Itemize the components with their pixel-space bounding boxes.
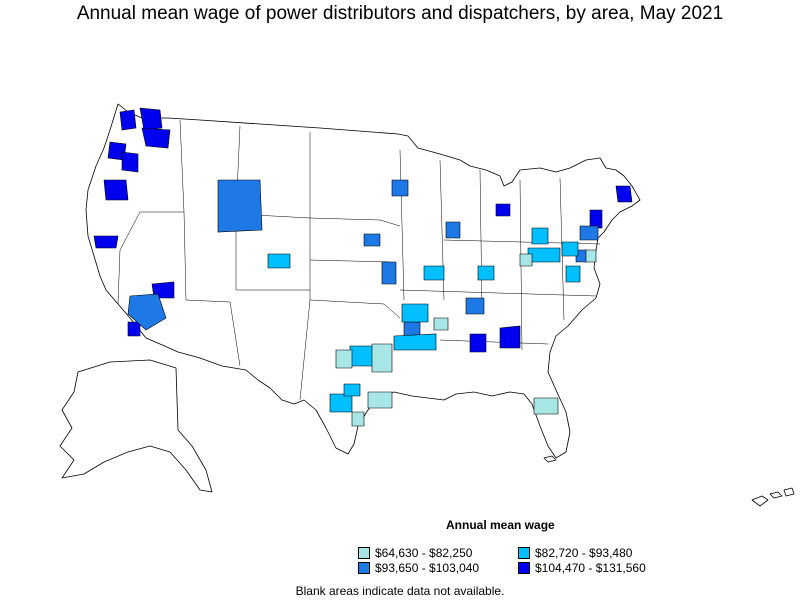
wage-band-3-areas <box>127 179 599 337</box>
legend-item-band-1: $64,630 - $82,250 <box>358 546 472 560</box>
map-title: Annual mean wage of power distributors a… <box>76 3 724 24</box>
wage-band-1-areas <box>335 249 597 427</box>
legend-item-band-4: $104,470 - $131,560 <box>518 561 646 575</box>
wage-band-4-areas <box>93 107 633 353</box>
legend-swatch <box>518 562 530 574</box>
wage-band-2-areas <box>267 227 581 413</box>
legend-swatch <box>518 547 530 559</box>
legend-item-band-2: $82,720 - $93,480 <box>518 546 632 560</box>
legend-title: Annual mean wage <box>446 518 555 532</box>
legend-label: $82,720 - $93,480 <box>535 546 633 560</box>
legend-swatch <box>358 547 370 559</box>
legend-swatch <box>358 562 370 574</box>
alaska-outline <box>59 359 213 493</box>
footnote: Blank areas indicate data not available. <box>295 584 505 598</box>
hawaii-island <box>783 487 795 497</box>
hawaii-island <box>751 495 769 507</box>
island <box>543 455 557 463</box>
legend-label: $93,650 - $103,040 <box>375 561 480 575</box>
hawaii-island <box>769 491 783 499</box>
legend-item-band-3: $93,650 - $103,040 <box>358 561 479 575</box>
legend-label: $104,470 - $131,560 <box>535 561 646 575</box>
legend-label: $64,630 - $82,250 <box>375 546 473 560</box>
